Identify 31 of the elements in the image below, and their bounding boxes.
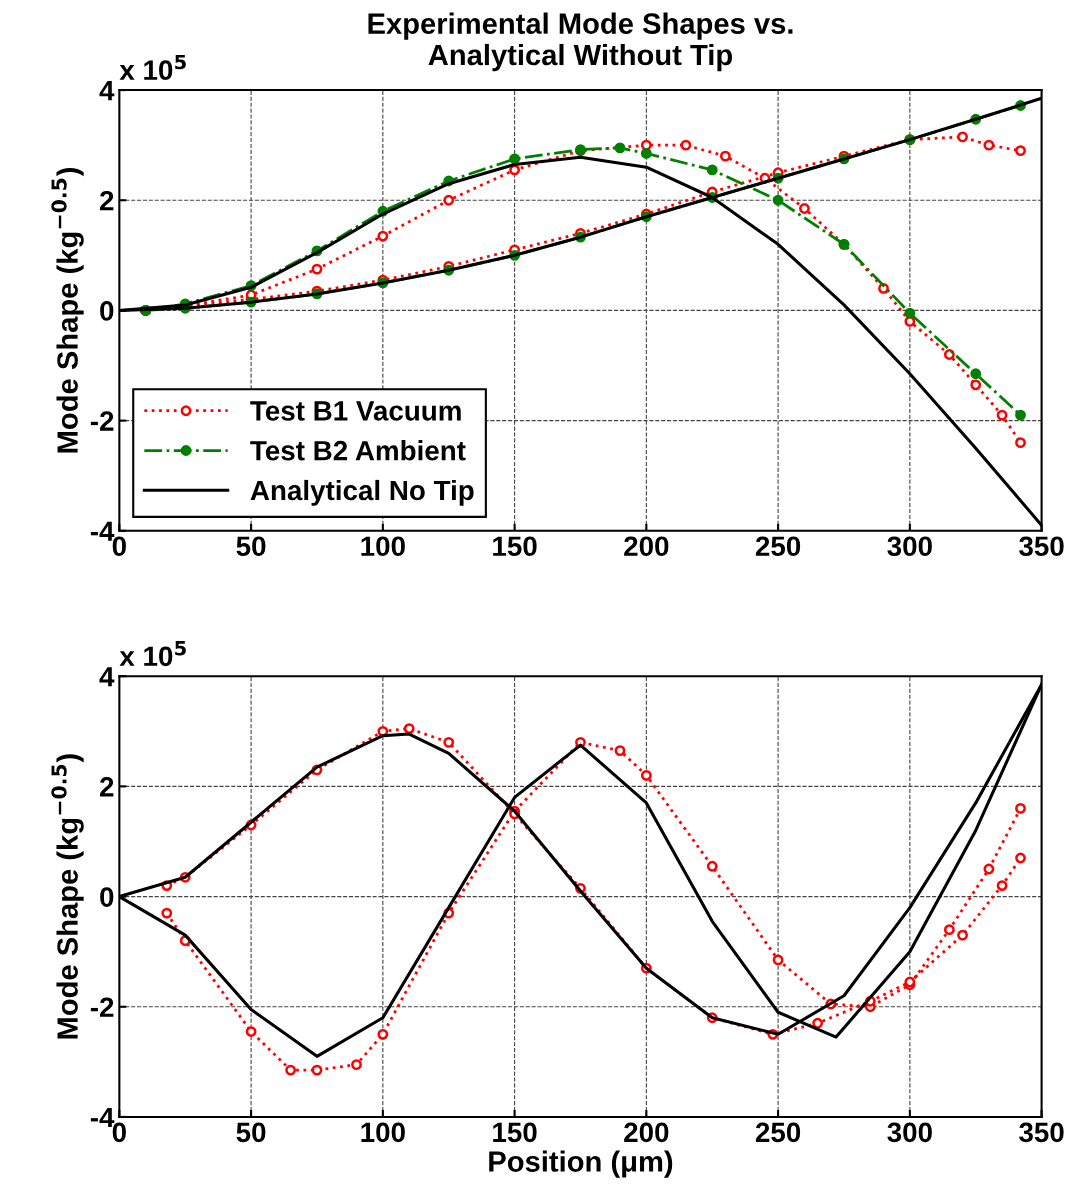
x-tick-label: 200: [624, 1122, 669, 1143]
y-tick-label: 2: [100, 777, 114, 797]
legend-label: Analytical No Tip: [250, 479, 474, 506]
legend-label: Test B2 Ambient: [250, 440, 466, 461]
y-tick-label: -2: [90, 997, 114, 1017]
text: x 10$^{5}$: [119, 54, 186, 80]
y-axis-title: Mode Shape (kg$^{−0.5}$): [51, 168, 84, 453]
legend-label: Test B1 Vacuum: [250, 401, 461, 421]
chart-title: Experimental Mode Shapes vs. Analytical Without Tip: [368, 12, 793, 72]
x-tick-label: 100: [361, 1122, 405, 1143]
text: x 10$^{5}$: [119, 641, 186, 667]
x-tick-label: 100: [361, 536, 405, 557]
y-axis-title: Mode Shape (kg$^{−0.5}$): [51, 754, 84, 1039]
x-tick-label: 50: [236, 536, 266, 557]
x-tick-label: 250: [755, 1122, 801, 1143]
x-tick-label: 50: [236, 1122, 266, 1143]
x-tick-label: 250: [755, 536, 801, 557]
y-tick-label: 4: [99, 667, 115, 687]
y-tick-label: -2: [90, 411, 114, 431]
y-tick-label: 2: [100, 190, 114, 211]
y-tick-label: 4: [99, 81, 115, 101]
y-tick-label: 0: [100, 301, 114, 321]
x-tick-label: 300: [887, 1122, 932, 1143]
x-tick-label: 300: [887, 536, 932, 557]
y-tick-label: 0: [100, 887, 114, 907]
x-axis-title: Position (μm): [489, 1150, 673, 1178]
x-tick-label: 200: [624, 536, 669, 557]
x-tick-label: 350: [1019, 1122, 1064, 1143]
x-tick-label: 150: [493, 536, 537, 557]
x-tick-label: 150: [493, 1122, 537, 1143]
x-tick-label: 350: [1019, 536, 1064, 557]
